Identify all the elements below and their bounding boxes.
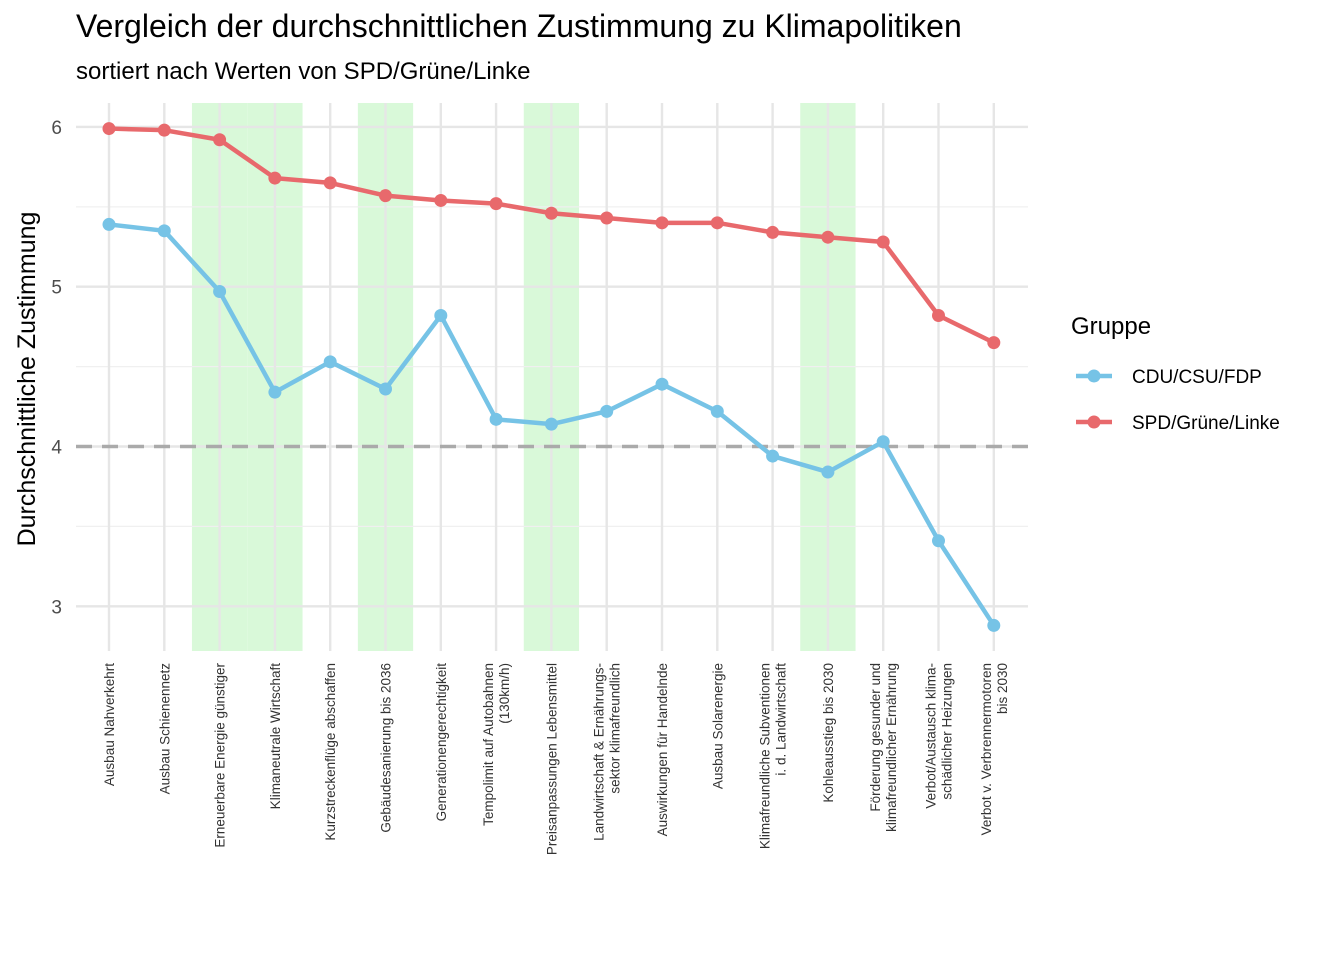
x-tick-label-line: klimafreundlicher Ernährung — [884, 663, 899, 832]
data-point — [213, 133, 227, 147]
data-point — [655, 216, 669, 230]
x-tick-label: Förderung gesunder undklimafreundlicher … — [868, 663, 899, 832]
x-tick-label-line: Landwirtschaft & Ernährungs- — [592, 663, 607, 841]
x-tick-label: Gebäudesanierung bis 2036 — [379, 663, 394, 833]
x-tick-label-line: Kohleausstieg bis 2030 — [821, 663, 836, 803]
data-point — [932, 308, 945, 322]
data-point — [544, 206, 558, 220]
x-tick-label: Verbot/Austausch klima-schädlicher Heizu… — [924, 663, 955, 809]
data-point — [932, 534, 945, 548]
data-point — [157, 224, 171, 238]
x-tick-label: Ausbau Schienennetz — [157, 663, 172, 795]
x-tick-label-line: Kurzstreckenflüge abschaffen — [323, 663, 338, 841]
x-tick-label-line: Gebäudesanierung bis 2036 — [379, 663, 394, 833]
legend-key-point — [1087, 415, 1101, 429]
x-tick-label: Erneuerbare Energie günstiger — [213, 663, 228, 848]
data-point — [987, 618, 1001, 632]
x-tick-label: Klimaneutrale Wirtschaft — [268, 663, 283, 810]
data-point — [821, 230, 835, 244]
x-tick-label-line: Verbot v. Verbrennermotoren — [979, 663, 994, 835]
x-tick-label: Ausbau Solarenergie — [710, 663, 725, 789]
y-tick-label: 4 — [51, 437, 62, 458]
x-tick-label-line: schädlicher Heizungen — [940, 663, 955, 800]
x-tick-label-line: i. d. Landwirtschaft — [774, 663, 789, 776]
x-tick-label: Landwirtschaft & Ernährungs-sektor klima… — [592, 663, 623, 841]
data-point — [710, 404, 724, 418]
data-point — [102, 122, 116, 136]
x-tick-label-line: Erneuerbare Energie günstiger — [213, 663, 228, 848]
x-tick-label-line: Klimaneutrale Wirtschaft — [268, 663, 283, 810]
legend-label: SPD/Grüne/Linke — [1132, 413, 1280, 434]
data-point — [213, 285, 227, 299]
data-point — [434, 193, 448, 207]
x-tick-label-line: Ausbau Solarenergie — [710, 663, 725, 789]
data-point — [710, 216, 724, 230]
data-point — [268, 171, 282, 185]
y-axis-ticks: 3 4 5 6 — [51, 118, 62, 618]
data-point — [655, 377, 669, 391]
x-tick-label-line: Preisanpassungen Lebensmittel — [544, 663, 559, 855]
x-tick-label-line: sektor klimafreundlich — [608, 663, 623, 794]
data-point — [600, 211, 614, 225]
data-point — [323, 355, 337, 369]
highlight-bands — [191, 103, 856, 651]
x-tick-label-line: Förderung gesunder und — [868, 663, 883, 812]
y-axis-label: Durchschnittliche Zustimmung — [13, 212, 41, 547]
x-tick-label-line: Tempolimit auf Autobahnen — [481, 663, 496, 826]
x-tick-label: Kohleausstieg bis 2030 — [821, 663, 836, 803]
data-point — [766, 225, 780, 239]
data-point — [102, 217, 116, 231]
y-tick-label: 6 — [51, 118, 62, 139]
series-points — [102, 122, 1001, 632]
x-tick-label-line: Ausbau Nahverkehrt — [102, 663, 117, 786]
data-point — [489, 412, 503, 426]
data-point — [379, 382, 392, 396]
data-point — [544, 417, 558, 431]
data-point — [876, 435, 890, 449]
x-tick-label: Auswirkungen für Handelnde — [655, 663, 670, 836]
data-point — [489, 197, 503, 211]
x-tick-label: Klimafreundliche Subventioneni. d. Landw… — [758, 663, 789, 849]
data-point — [268, 385, 282, 399]
y-tick-label: 3 — [51, 597, 62, 618]
chart-subtitle: sortiert nach Werten von SPD/Grüne/Linke — [76, 58, 531, 85]
data-point — [766, 449, 780, 463]
x-tick-label-line: Verbot/Austausch klima- — [924, 663, 939, 809]
x-tick-label-line: bis 2030 — [995, 663, 1010, 714]
x-tick-label-line: Ausbau Schienennetz — [157, 663, 172, 795]
data-point — [876, 235, 890, 249]
x-tick-label: Preisanpassungen Lebensmittel — [544, 663, 559, 855]
data-point — [157, 123, 171, 137]
legend-label: CDU/CSU/FDP — [1132, 367, 1262, 388]
x-tick-label-line: Auswirkungen für Handelnde — [655, 663, 670, 836]
legend-key-point — [1087, 369, 1101, 383]
x-axis-ticks: Ausbau Nahverkehrt Ausbau Schienennetz Ern… — [102, 663, 1010, 856]
x-tick-label: Ausbau Nahverkehrt — [102, 663, 117, 786]
legend: Gruppe CDU/CSU/FDP SPD/Grüne/Linke — [1071, 313, 1280, 434]
x-tick-label: Kurzstreckenflüge abschaffen — [323, 663, 338, 841]
x-tick-label: Generationengerechtigkeit — [434, 663, 449, 822]
data-point — [987, 336, 1001, 350]
data-point — [379, 189, 392, 203]
data-point — [323, 176, 337, 190]
gridlines — [76, 103, 1028, 651]
x-tick-label: Tempolimit auf Autobahnen(130km/h) — [481, 663, 512, 826]
data-point — [434, 308, 448, 322]
legend-title: Gruppe — [1071, 313, 1151, 340]
x-tick-label-line: Generationengerechtigkeit — [434, 663, 449, 822]
chart-title: Vergleich der durchschnittlichen Zustimm… — [76, 8, 962, 44]
data-point — [600, 404, 614, 418]
x-tick-label-line: (130km/h) — [497, 663, 512, 724]
y-tick-label: 5 — [51, 278, 62, 299]
x-tick-label: Verbot v. Verbrennermotorenbis 2030 — [979, 663, 1010, 835]
x-tick-label-line: Klimafreundliche Subventionen — [758, 663, 773, 849]
data-point — [821, 465, 835, 479]
